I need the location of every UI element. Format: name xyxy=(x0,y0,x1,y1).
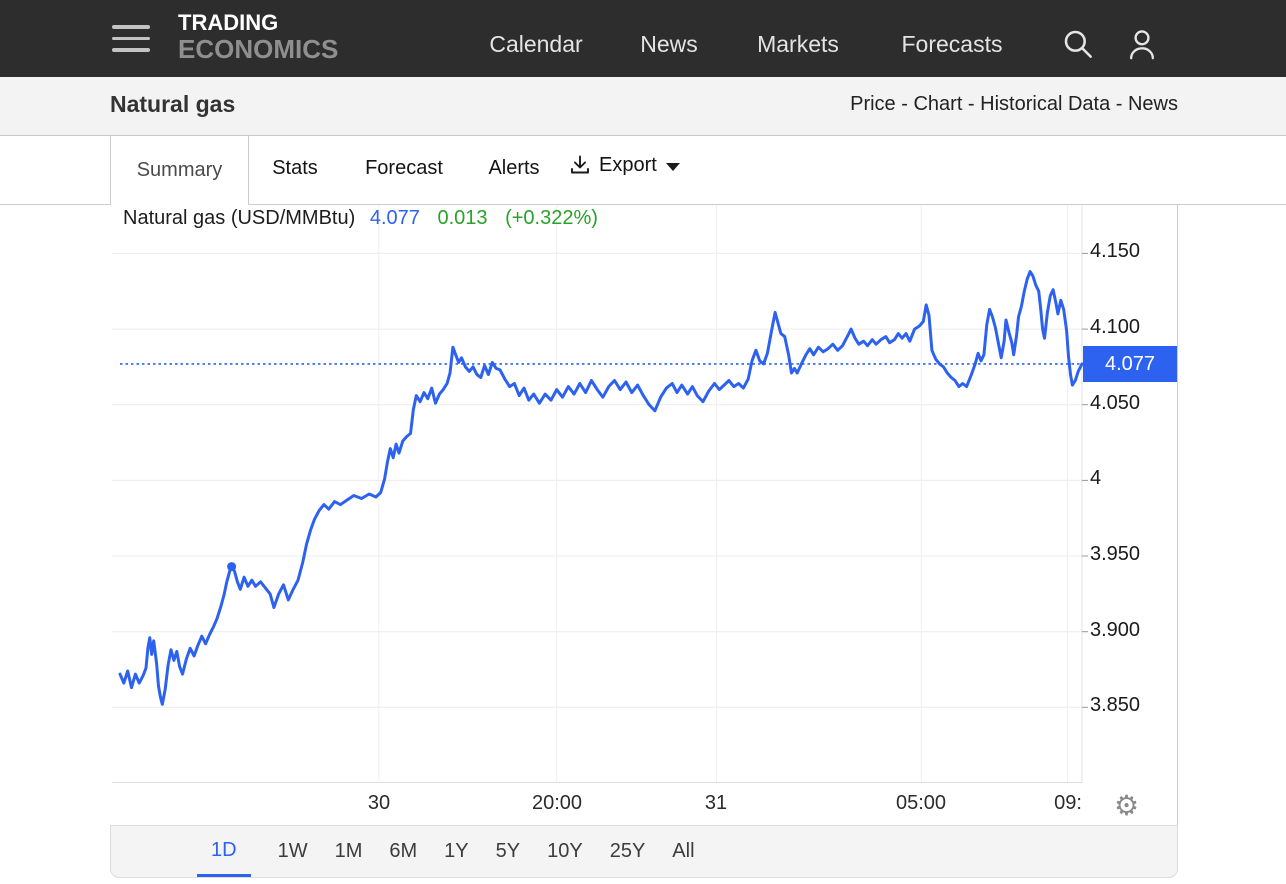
link-separator: - xyxy=(1110,93,1128,115)
x-axis-label: 05:00 xyxy=(895,792,947,814)
y-axis-label: 4.150 xyxy=(1090,240,1141,262)
timeframe-6m[interactable]: 6M xyxy=(389,840,418,862)
link-separator: - xyxy=(895,93,914,115)
price-marker xyxy=(227,562,237,572)
page-title: Natural gas xyxy=(110,91,236,117)
logo-trading: TRADING xyxy=(178,10,279,35)
timeframe-1m[interactable]: 1M xyxy=(334,840,363,862)
x-axis-label: 09: xyxy=(1054,792,1081,814)
chart-settings-gear-icon[interactable]: ⚙ xyxy=(1114,789,1140,822)
nav-link-calendar[interactable]: Calendar xyxy=(489,31,583,57)
search-icon[interactable] xyxy=(1062,28,1094,60)
tab-alerts[interactable]: Alerts xyxy=(488,157,540,179)
download-icon xyxy=(571,155,589,174)
tab-stats[interactable]: Stats xyxy=(272,157,318,179)
tab-summary[interactable]: Summary xyxy=(110,136,249,205)
timeframe-25y[interactable]: 25Y xyxy=(609,840,646,862)
chart-last-price: 4.077 xyxy=(369,207,420,229)
commodity-header: Natural gas Price - Chart - Historical D… xyxy=(0,77,1286,136)
logo-economics: ECONOMICS xyxy=(178,33,339,64)
logo[interactable]: TRADING ECONOMICS xyxy=(178,10,339,64)
link-news[interactable]: News xyxy=(1127,93,1178,115)
breadcrumb-links: Price - Chart - Historical Data - News xyxy=(850,93,1178,116)
x-axis-label: 20:00 xyxy=(531,792,583,814)
y-axis-label: 4.100 xyxy=(1090,316,1141,338)
chart-title: Natural gas (USD/MMBtu) 4.077 0.013 (+0.… xyxy=(123,207,598,230)
link-separator: - xyxy=(962,93,981,115)
y-axis-label: 3.900 xyxy=(1090,619,1141,641)
timeframe-all[interactable]: All xyxy=(672,840,695,862)
timeframe-1w[interactable]: 1W xyxy=(277,840,308,862)
current-price-badge: 4.077 xyxy=(1083,346,1177,382)
link-price[interactable]: Price xyxy=(850,93,896,115)
link-chart[interactable]: Chart xyxy=(913,93,963,115)
export-label: Export xyxy=(599,153,657,176)
nav-link-markets[interactable]: Markets xyxy=(757,31,839,57)
timeframe-1d[interactable]: 1D xyxy=(197,826,251,877)
timeframe-1y[interactable]: 1Y xyxy=(444,840,469,862)
x-axis-label: 30 xyxy=(367,792,391,814)
x-axis: 30 20:00 31 05:00 09: xyxy=(110,792,1081,822)
timeframe-bar: 1D 1W 1M 6M 1Y 5Y 10Y 25Y All xyxy=(110,825,1178,878)
y-axis-label: 4.050 xyxy=(1090,392,1141,414)
price-chart[interactable] xyxy=(110,205,1090,783)
export-button[interactable]: Export xyxy=(568,153,680,177)
timeframe-5y[interactable]: 5Y xyxy=(495,840,521,862)
chart-instrument-label: Natural gas (USD/MMBtu) xyxy=(123,207,356,229)
timeframe-10y[interactable]: 10Y xyxy=(547,840,583,862)
chart-change-pct: (+0.322%) xyxy=(505,207,598,229)
y-axis-label: 3.850 xyxy=(1090,694,1141,716)
chevron-down-icon xyxy=(665,162,680,171)
nav-link-news[interactable]: News xyxy=(640,31,698,57)
x-axis-label: 31 xyxy=(704,792,728,814)
y-axis-label: 4 xyxy=(1090,467,1102,489)
panel-right-border xyxy=(1177,205,1178,825)
chart-change: 0.013 xyxy=(437,207,488,229)
price-line xyxy=(118,270,1084,706)
nav-link-forecasts[interactable]: Forecasts xyxy=(901,31,1003,57)
user-icon[interactable] xyxy=(1127,28,1157,60)
top-navbar: TRADING ECONOMICS Calendar News Markets … xyxy=(0,0,1286,77)
link-historical-data[interactable]: Historical Data xyxy=(980,93,1111,115)
menu-icon[interactable] xyxy=(112,25,150,53)
tab-forecast[interactable]: Forecast xyxy=(365,157,443,179)
y-axis-label: 3.950 xyxy=(1090,543,1141,565)
